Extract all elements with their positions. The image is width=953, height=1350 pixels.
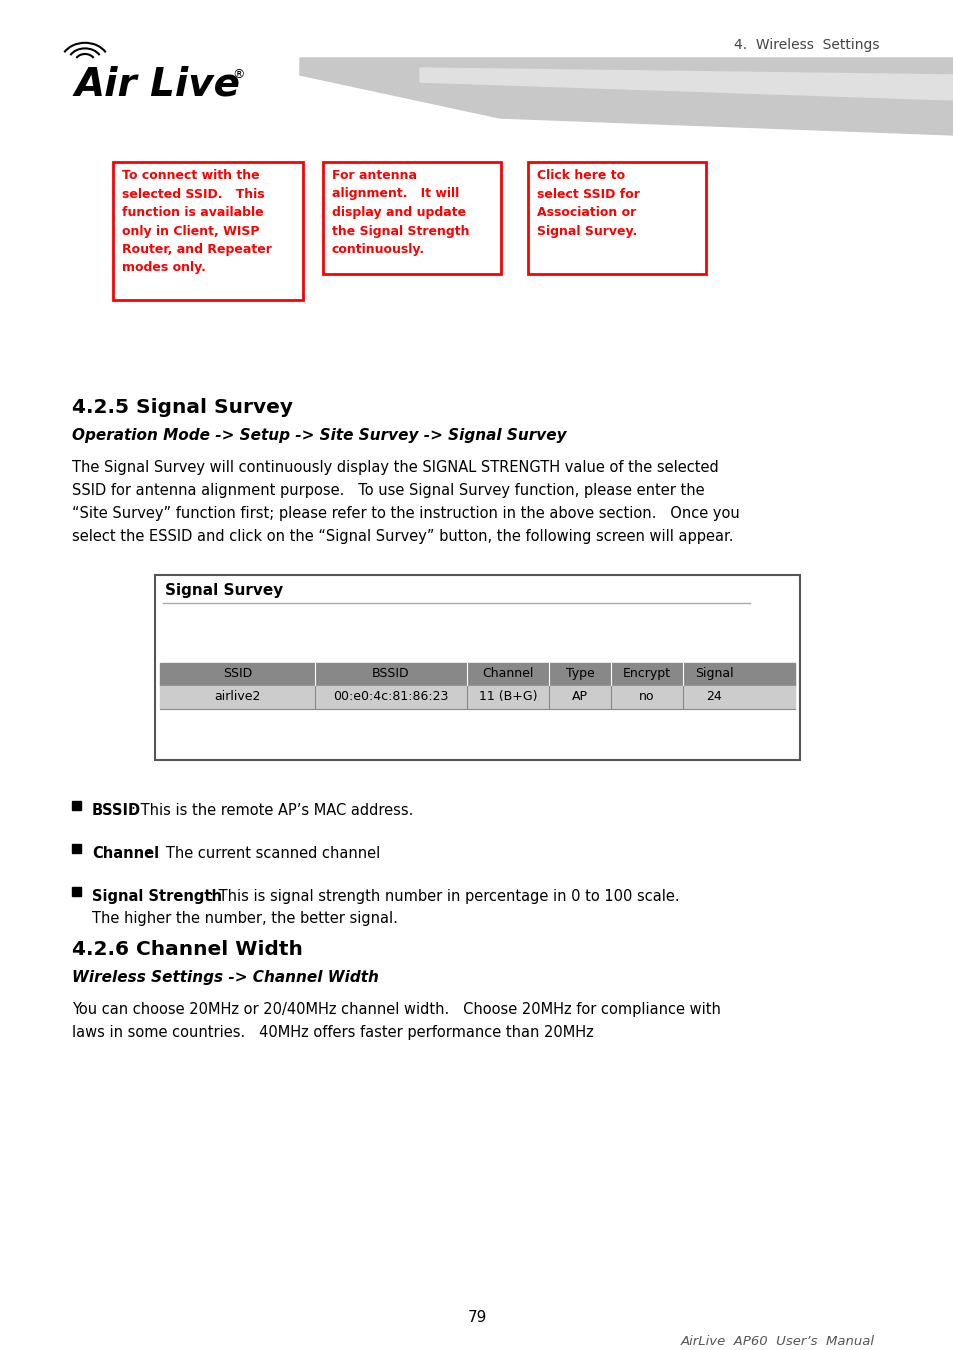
Bar xyxy=(527,162,705,274)
Bar xyxy=(160,663,794,686)
Text: 00:e0:4c:81:86:23: 00:e0:4c:81:86:23 xyxy=(333,690,448,703)
Text: AP: AP xyxy=(572,690,587,703)
Text: BSSID: BSSID xyxy=(91,803,141,818)
Text: no: no xyxy=(639,690,654,703)
Text: 11 (B+G): 11 (B+G) xyxy=(478,690,537,703)
Text: SSID for antenna alignment purpose.   To use Signal Survey function, please ente: SSID for antenna alignment purpose. To u… xyxy=(71,483,704,498)
Text: SSID: SSID xyxy=(223,667,252,680)
Text: For antenna
alignment.   It will
display and update
the Signal Strength
continuo: For antenna alignment. It will display a… xyxy=(332,169,469,256)
Text: Operation Mode -> Setup -> Site Survey -> Signal Survey: Operation Mode -> Setup -> Site Survey -… xyxy=(71,428,566,443)
Bar xyxy=(160,686,794,707)
Text: 24: 24 xyxy=(705,690,721,703)
Text: :   The current scanned channel: : The current scanned channel xyxy=(147,846,379,861)
Bar xyxy=(71,844,81,853)
Bar xyxy=(71,887,81,896)
Text: Signal: Signal xyxy=(694,667,733,680)
Text: Channel: Channel xyxy=(482,667,533,680)
Polygon shape xyxy=(299,58,953,135)
Text: 79: 79 xyxy=(467,1310,486,1324)
Polygon shape xyxy=(419,68,953,100)
Text: The Signal Survey will continuously display the SIGNAL STRENGTH value of the sel: The Signal Survey will continuously disp… xyxy=(71,460,718,475)
Text: : This is the remote AP’s MAC address.: : This is the remote AP’s MAC address. xyxy=(131,803,413,818)
Text: ®: ® xyxy=(232,68,244,81)
Text: BSSID: BSSID xyxy=(372,667,410,680)
Text: select the ESSID and click on the “Signal Survey” button, the following screen w: select the ESSID and click on the “Signa… xyxy=(71,529,733,544)
Bar xyxy=(323,162,500,274)
Text: Click here to
select SSID for
Association or
Signal Survey.: Click here to select SSID for Associatio… xyxy=(537,169,639,238)
Text: Signal Strength: Signal Strength xyxy=(91,890,222,905)
Bar xyxy=(112,162,303,300)
Text: 4.2.5 Signal Survey: 4.2.5 Signal Survey xyxy=(71,398,293,417)
Text: laws in some countries.   40MHz offers faster performance than 20MHz: laws in some countries. 40MHz offers fas… xyxy=(71,1025,593,1040)
Text: Air Live: Air Live xyxy=(75,65,241,103)
Text: You can choose 20MHz or 20/40MHz channel width.   Choose 20MHz for compliance wi: You can choose 20MHz or 20/40MHz channel… xyxy=(71,1002,720,1017)
Text: Encrypt: Encrypt xyxy=(622,667,670,680)
Text: airlive2: airlive2 xyxy=(214,690,260,703)
Bar xyxy=(154,575,800,760)
Text: : This is signal strength number in percentage in 0 to 100 scale.: : This is signal strength number in perc… xyxy=(209,890,679,905)
Text: AirLive  AP60  User’s  Manual: AirLive AP60 User’s Manual xyxy=(680,1335,874,1349)
Text: 4.2.6 Channel Width: 4.2.6 Channel Width xyxy=(71,940,302,958)
Text: Channel: Channel xyxy=(91,846,159,861)
Text: To connect with the
selected SSID.   This
function is available
only in Client, : To connect with the selected SSID. This … xyxy=(122,169,272,274)
Text: The higher the number, the better signal.: The higher the number, the better signal… xyxy=(91,911,397,926)
Text: “Site Survey” function first; please refer to the instruction in the above secti: “Site Survey” function first; please ref… xyxy=(71,506,739,521)
Text: Signal Survey: Signal Survey xyxy=(165,583,283,598)
Text: Type: Type xyxy=(565,667,594,680)
Text: Wireless Settings -> Channel Width: Wireless Settings -> Channel Width xyxy=(71,971,378,986)
Bar xyxy=(71,801,81,810)
Text: 4.  Wireless  Settings: 4. Wireless Settings xyxy=(734,38,879,53)
